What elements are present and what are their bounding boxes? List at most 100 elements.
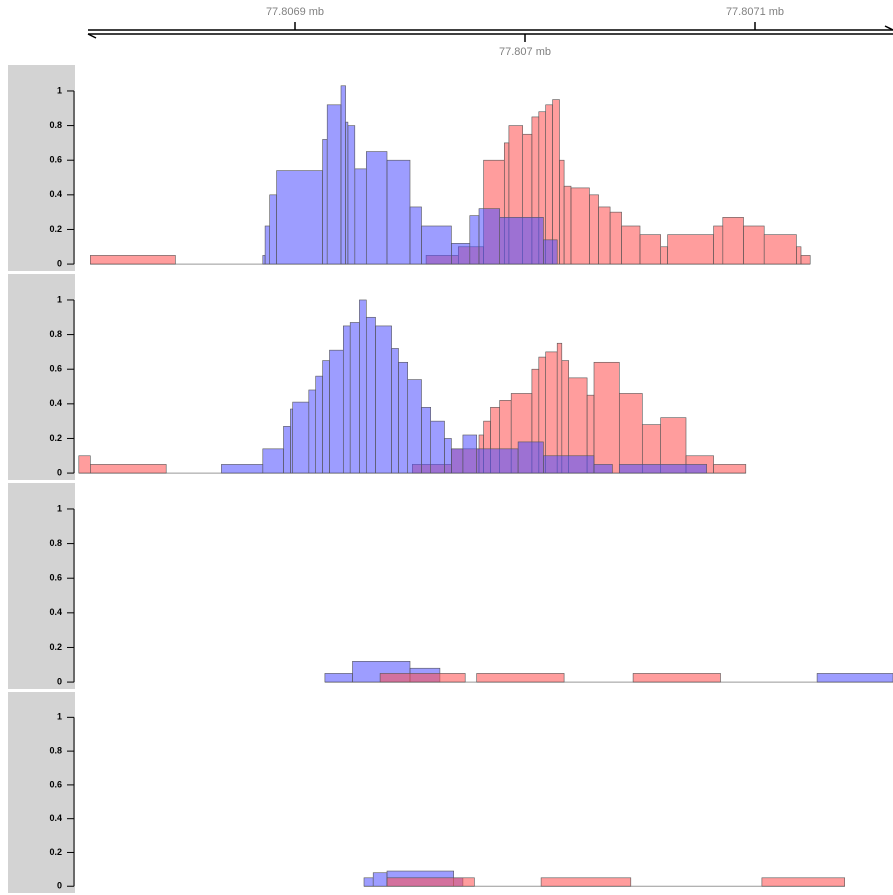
y-tick-label: 0 [57,676,62,686]
y-tick-label: 0 [57,881,62,891]
coverage-bar [593,361,620,474]
y-tick-label: 0.8 [49,329,62,339]
x-tick-label: 77.8069 mb [266,6,324,18]
track-label-panel [8,65,75,271]
coverage-bar [618,393,643,474]
coverage-bar [563,185,572,265]
coverage-bar [322,139,328,265]
coverage-bar [476,673,565,683]
coverage-bar [375,325,392,474]
coverage-bar [90,255,176,265]
coverage-bar [386,159,411,265]
y-tick-label: 1 [57,85,62,95]
coverage-bar [290,408,293,474]
track-label-panel [8,483,75,689]
coverage-bar [451,243,471,265]
coverage-bar [722,217,744,265]
coverage-bar [761,877,846,887]
coverage-bar [451,448,464,474]
track-label-panel [8,274,75,480]
coverage-bar [283,426,291,474]
coverage-bar [78,455,91,474]
y-tick-label: 0.4 [49,813,62,823]
coverage-bar [667,234,714,265]
coverage-bar [365,316,376,474]
y-tick-label: 0.2 [49,224,62,234]
coverage-bar [800,255,811,265]
coverage-bar [276,170,323,265]
axis-arrow [87,33,97,39]
coverage-bar [322,360,330,474]
coverage-bar [363,877,374,887]
coverage-bar [262,448,284,474]
coverage-bar [713,464,747,474]
coverage-bar [593,464,613,474]
coverage-bar [462,434,477,474]
coverage-bar [398,361,408,474]
coverage-bar [476,448,519,474]
coverage-bar [292,401,310,474]
y-tick-label: 0.8 [49,538,62,548]
coverage-bar [391,348,399,474]
coverage-bar [430,420,445,474]
coverage-bar [409,206,422,265]
y-tick-label: 0.4 [49,189,62,199]
coverage-bar [221,464,264,474]
coverage-bar [499,217,544,265]
coverage-bar [598,206,611,265]
y-tick-label: 0.2 [49,847,62,857]
coverage-bar [315,375,323,474]
y-tick-label: 0.2 [49,433,62,443]
y-tick-label: 0.6 [49,364,62,374]
coverage-bar [632,673,721,683]
coverage-bar [556,342,563,474]
coverage-bar [713,225,724,265]
y-tick-label: 0.6 [49,155,62,165]
y-tick-label: 0.6 [49,573,62,583]
y-tick-label: 0.6 [49,779,62,789]
y-tick-label: 0 [57,258,62,268]
coverage-bar [347,125,356,265]
coverage-bar [90,464,167,474]
y-tick-label: 0.4 [49,398,62,408]
coverage-bar [621,225,641,265]
coverage-bar [365,151,388,265]
coverage-bar [517,441,544,474]
coverage-bar [354,168,367,265]
coverage-bar [543,239,558,265]
coverage-bar [639,234,662,265]
coverage-bar [359,299,367,474]
y-tick-label: 0.8 [49,745,62,755]
x-tick-label: 77.807 mb [499,46,551,58]
coverage-bar [763,234,797,265]
coverage-bar [816,673,893,683]
coverage-bar [308,389,316,474]
coverage-bar [540,877,632,887]
coverage-bar [609,211,622,265]
coverage-bar [796,246,802,265]
coverage-bar [345,121,349,265]
coverage-bar [618,464,707,474]
axis-arrow [884,25,893,31]
x-tick-label: 77.8071 mb [726,6,784,18]
coverage-bar [262,255,266,265]
y-tick-label: 1 [57,503,62,513]
coverage-bar [342,325,351,474]
coverage-bar [444,438,452,474]
y-tick-label: 1 [57,294,62,304]
coverage-bar [589,194,599,265]
coverage-bar [552,99,560,265]
y-tick-label: 0.8 [49,120,62,130]
coverage-bar [469,215,480,265]
track-label-panel [8,692,75,893]
coverage-bar [326,104,342,265]
coverage-bar [372,872,388,887]
coverage-bar [379,673,466,683]
coverage-bar [421,406,431,474]
coverage-bar [340,85,346,265]
coverage-bar [386,877,475,887]
coverage-bar [570,187,590,265]
coverage-bar [559,159,565,265]
y-tick-label: 0 [57,467,62,477]
